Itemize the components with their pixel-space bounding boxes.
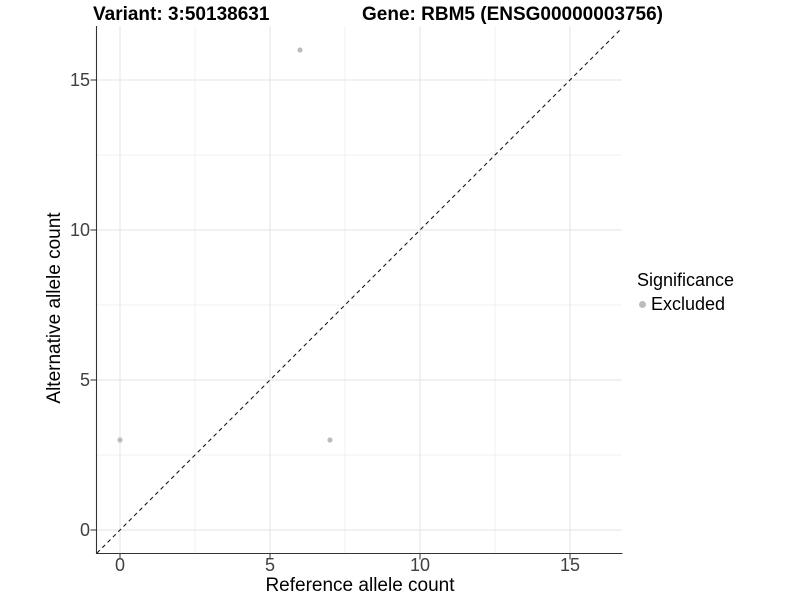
legend-point-icon (639, 301, 646, 308)
x-tick-label: 5 (265, 555, 275, 575)
y-tick-label: 15 (70, 70, 90, 90)
x-axis-title: Reference allele count (265, 575, 455, 596)
legend: Significance Excluded (637, 270, 734, 315)
plot-title-gene: Gene: RBM5 (ENSG00000003756) (362, 4, 663, 25)
legend-item-excluded: Excluded (637, 294, 734, 315)
data-point (327, 437, 333, 443)
x-tick-label: 0 (115, 555, 125, 575)
y-axis-title: Alternative allele count (44, 212, 65, 404)
x-tick-label: 15 (560, 555, 580, 575)
y-tick-label: 0 (80, 520, 90, 540)
legend-title: Significance (637, 270, 735, 290)
x-tick-label: 10 (410, 555, 430, 575)
y-tick-label: 10 (70, 220, 90, 240)
data-point (297, 47, 303, 53)
plot-title-variant: Variant: 3:50138631 (93, 4, 270, 25)
y-tick-label: 5 (80, 370, 90, 390)
legend-item-label: Excluded (651, 294, 726, 314)
data-point (117, 437, 123, 443)
identity-dashed-line (96, 27, 623, 554)
